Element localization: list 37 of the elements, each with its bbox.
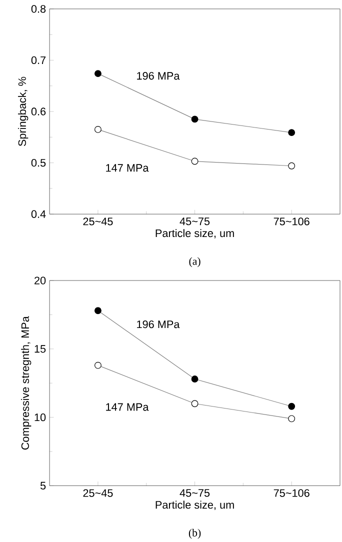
point (191, 376, 198, 382)
point (94, 362, 102, 369)
x-tick-label: 75~106 (274, 489, 310, 497)
point (288, 162, 296, 170)
y-tick-label: 0.7 (31, 56, 46, 64)
y-tick-label: 0.4 (31, 210, 46, 218)
point (288, 129, 296, 136)
text: (a) (189, 257, 200, 268)
point (288, 402, 296, 410)
point (94, 126, 102, 133)
series-label: 147 MPa (106, 164, 149, 172)
x-tick-label: 75~106 (274, 218, 310, 226)
y-tick-label: 0.8 (31, 5, 46, 13)
x-tick-label: 45~75 (180, 489, 210, 497)
y-tick-label: 5 (40, 482, 46, 490)
y-tick-label: 0.5 (31, 158, 46, 167)
point (191, 116, 198, 123)
point (288, 415, 296, 422)
y-tick-label: 10 (34, 413, 46, 422)
y-axis-title: Springback, % (18, 76, 28, 146)
x-axis-title: Particle size, um (156, 229, 234, 238)
y-tick-label: 15 (34, 345, 46, 353)
series-label: 147 MPa (106, 403, 149, 411)
point (94, 307, 102, 314)
point (191, 158, 198, 165)
series-label: 196 MPa (137, 320, 180, 328)
y-tick-label: 0.6 (31, 108, 46, 116)
series-label: 196 MPa (137, 72, 180, 80)
x-tick-label: 45~75 (180, 218, 210, 226)
y-axis-title: Compressive stregnth, MPa (21, 316, 32, 450)
x-tick-label: 25~45 (83, 489, 113, 497)
x-tick-label: 25~45 (83, 218, 113, 226)
y-tick-label: 20 (34, 276, 46, 284)
point (191, 400, 198, 408)
point (94, 70, 102, 78)
text: (b) (188, 528, 201, 539)
x-axis-title: Particle size, um (156, 500, 234, 510)
